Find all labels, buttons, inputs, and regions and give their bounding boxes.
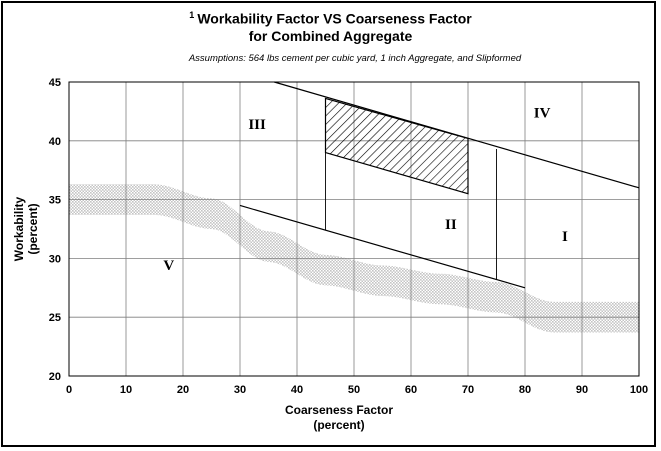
chart-title-line1: 1 Workability Factor VS Coarseness Factor	[0, 10, 661, 27]
optimal-region	[324, 97, 469, 195]
zone-label: I	[562, 229, 568, 245]
zone-label: IV	[534, 105, 551, 121]
y-tick-label: 40	[49, 136, 61, 148]
x-tick-label: 50	[348, 384, 360, 396]
chart-title-text: Workability Factor VS Coarseness Factor	[197, 10, 472, 27]
y-tick-label: 25	[49, 312, 61, 324]
y-axis-title: Workability	[12, 196, 26, 261]
x-tick-label: 80	[519, 384, 531, 396]
y-tick-label: 20	[49, 371, 61, 383]
y-axis-unit: (percent)	[26, 203, 40, 254]
x-tick-label: 0	[66, 384, 72, 396]
x-axis-title: Coarseness Factor	[285, 403, 393, 417]
x-tick-label: 100	[630, 384, 648, 396]
zone-label: II	[445, 217, 457, 233]
chart-frame	[1, 1, 656, 447]
y-axis-label-group: Workability (percent)	[12, 196, 40, 261]
x-tick-label: 30	[234, 384, 246, 396]
x-tick-label: 60	[405, 384, 417, 396]
zone-label: III	[248, 117, 266, 133]
chart-title-line2: for Combined Aggregate	[248, 28, 413, 44]
title-superscript: 1	[189, 10, 195, 20]
y-tick-label: 30	[49, 253, 61, 265]
x-axis-unit: (percent)	[313, 418, 364, 432]
x-tick-label: 20	[177, 384, 189, 396]
y-tick-label: 45	[49, 77, 61, 89]
lower-boundary-line	[239, 204, 526, 289]
plot-border	[68, 81, 640, 377]
trend-band	[69, 184, 639, 333]
x-tick-label: 40	[291, 384, 303, 396]
x-tick-label: 90	[576, 384, 588, 396]
upper-boundary-line	[274, 81, 640, 189]
assumptions-note: Assumptions: 564 lbs cement per cubic ya…	[188, 53, 522, 64]
zone-label: V	[163, 258, 174, 274]
y-tick-label: 35	[49, 195, 61, 207]
x-tick-label: 70	[462, 384, 474, 396]
x-tick-label: 10	[120, 384, 132, 396]
